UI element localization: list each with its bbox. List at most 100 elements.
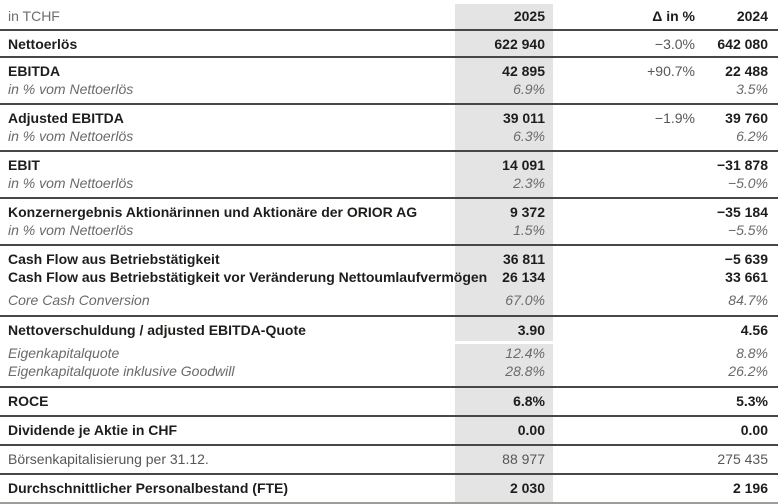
table-row-konzernergebnis: Konzernergebnis Aktionärinnen und Aktion… — [0, 203, 778, 221]
highlight-column-band — [455, 4, 553, 29]
value-delta: +90.7% — [647, 63, 695, 79]
value-2024: −31 878 — [717, 157, 768, 173]
value-delta — [553, 291, 695, 309]
section-roce: ROCE 6.8% 5.3% — [0, 388, 778, 417]
value-delta — [553, 421, 695, 439]
table-row-core-cash-conversion: Core Cash Conversion 67.0% 84.7% — [0, 291, 778, 309]
value-2025: 3.90 — [517, 322, 545, 338]
section-cashflow: Cash Flow aus Betriebstätigkeit 36 811 −… — [0, 246, 778, 317]
highlight-column-band — [455, 31, 553, 56]
value-2024: 4.56 — [740, 322, 768, 338]
value-delta — [553, 203, 695, 221]
table-row-nettoerloes: Nettoerlös 622 940 −3.0% 642 080 — [0, 35, 778, 53]
highlight-column-band — [455, 199, 553, 244]
row-label: Adjusted EBITDA — [8, 110, 124, 126]
row-label: EBIT — [8, 157, 40, 173]
block-equity-ratios: Eigenkapitalquote 12.4% 8.8% Eigenkapita… — [0, 344, 778, 386]
value-2024: 26.2% — [728, 363, 768, 379]
section-ebitda: EBITDA 42 895 +90.7% 22 488 in % vom Net… — [0, 58, 778, 105]
row-label: Eigenkapitalquote inklusive Goodwill — [8, 363, 235, 379]
value-2025: 6.9% — [513, 81, 545, 97]
value-delta — [553, 221, 695, 239]
table-row-adjusted-ebitda-margin: in % vom Nettoerlös 6.3% 6.2% — [0, 127, 778, 145]
table-row-cashflow-op-pre-nwc: Cash Flow aus Betriebstätigkeit vor Verä… — [0, 268, 778, 286]
header-row: in TCHF 2025 Δ in % 2024 — [0, 6, 778, 26]
value-delta — [553, 321, 695, 339]
section-nettoerloes: Nettoerlös 622 940 −3.0% 642 080 — [0, 31, 778, 58]
column-header-2024: 2024 — [736, 8, 768, 24]
value-delta — [553, 479, 695, 497]
value-delta — [553, 450, 695, 468]
section-dividend: Dividende je Aktie in CHF 0.00 0.00 — [0, 417, 778, 446]
row-label: Eigenkapitalquote — [8, 345, 120, 361]
row-label: Cash Flow aus Betriebstätigkeit vor Verä… — [8, 269, 488, 285]
value-delta — [553, 392, 695, 410]
value-2024: −35 184 — [717, 204, 768, 220]
table-row-ebitda-margin: in % vom Nettoerlös 6.9% 3.5% — [0, 80, 778, 98]
table-row-adjusted-ebitda: Adjusted EBITDA 39 011 −1.9% 39 760 — [0, 109, 778, 127]
section-ebit: EBIT 14 091 −31 878 in % vom Nettoerlös … — [0, 152, 778, 199]
column-header-2025: 2025 — [513, 8, 545, 24]
table-header-section: in TCHF 2025 Δ in % 2024 — [0, 0, 778, 31]
highlight-column-band — [455, 58, 553, 103]
row-label: in % vom Nettoerlös — [8, 175, 134, 191]
value-2025: 6.3% — [513, 128, 545, 144]
value-delta: −3.0% — [654, 36, 695, 52]
section-adjusted-ebitda: Adjusted EBITDA 39 011 −1.9% 39 760 in %… — [0, 105, 778, 152]
table-row-fte: Durchschnittlicher Personalbestand (FTE)… — [0, 479, 778, 497]
table-row-konzernergebnis-margin: in % vom Nettoerlös 1.5% −5.5% — [0, 221, 778, 239]
highlight-column-band — [455, 246, 553, 315]
value-2024: −5.0% — [727, 175, 768, 191]
value-2024: 275 435 — [717, 451, 768, 467]
value-2025: 12.4% — [505, 345, 545, 361]
value-2025: 88 977 — [502, 451, 545, 467]
row-label: in % vom Nettoerlös — [8, 128, 134, 144]
table-row-roce: ROCE 6.8% 5.3% — [0, 392, 778, 410]
row-label: in % vom Nettoerlös — [8, 81, 134, 97]
table-row-ebit: EBIT 14 091 −31 878 — [0, 156, 778, 174]
section-konzernergebnis: Konzernergebnis Aktionärinnen und Aktion… — [0, 199, 778, 246]
row-label: EBITDA — [8, 63, 61, 79]
highlight-column-band — [455, 317, 553, 341]
value-2024: 0.00 — [740, 422, 768, 438]
row-label: Nettoverschuldung / adjusted EBITDA-Quot… — [8, 322, 306, 338]
value-delta — [553, 127, 695, 145]
value-2024: −5 639 — [724, 251, 768, 267]
value-2025: 2.3% — [513, 175, 545, 191]
value-2025: 42 895 — [502, 63, 545, 79]
row-label: Durchschnittlicher Personalbestand (FTE) — [8, 480, 289, 496]
header-unit-label: in TCHF — [8, 8, 60, 24]
highlight-column-band — [455, 417, 553, 444]
value-2025: 39 011 — [502, 110, 545, 126]
value-2024: 39 760 — [725, 110, 768, 126]
value-2025: 1.5% — [513, 222, 545, 238]
value-2024: 33 661 — [725, 269, 768, 285]
value-delta — [553, 268, 695, 286]
value-2025: 26 134 — [502, 269, 545, 285]
table-row-ebitda: EBITDA 42 895 +90.7% 22 488 — [0, 62, 778, 80]
value-2024: 84.7% — [728, 292, 768, 308]
table-row-ebit-margin: in % vom Nettoerlös 2.3% −5.0% — [0, 174, 778, 192]
value-2024: 2 196 — [732, 480, 768, 496]
value-2024: 6.2% — [736, 128, 768, 144]
highlight-column-band — [455, 388, 553, 415]
value-delta — [553, 80, 695, 98]
value-2025: 67.0% — [505, 292, 545, 308]
value-delta — [553, 174, 695, 192]
value-2025: 36 811 — [502, 251, 545, 267]
table-row-equity-ratio: Eigenkapitalquote 12.4% 8.8% — [0, 344, 778, 362]
value-2025: 28.8% — [505, 363, 545, 379]
row-label: Dividende je Aktie in CHF — [8, 422, 178, 438]
section-market-cap: Börsenkapitalisierung per 31.12. 88 977 … — [0, 446, 778, 475]
highlight-column-band — [455, 446, 553, 473]
table-row-net-debt-ebitda: Nettoverschuldung / adjusted EBITDA-Quot… — [0, 321, 778, 339]
value-delta — [553, 250, 695, 268]
row-label: ROCE — [8, 393, 49, 409]
value-delta: −1.9% — [654, 110, 695, 126]
table-row-dividend: Dividende je Aktie in CHF 0.00 0.00 — [0, 421, 778, 439]
row-label: Konzernergebnis Aktionärinnen und Aktion… — [8, 204, 418, 220]
table-row-market-cap: Börsenkapitalisierung per 31.12. 88 977 … — [0, 450, 778, 468]
value-2024: 642 080 — [717, 36, 768, 52]
column-header-delta: Δ in % — [652, 8, 695, 24]
row-label: in % vom Nettoerlös — [8, 222, 134, 238]
